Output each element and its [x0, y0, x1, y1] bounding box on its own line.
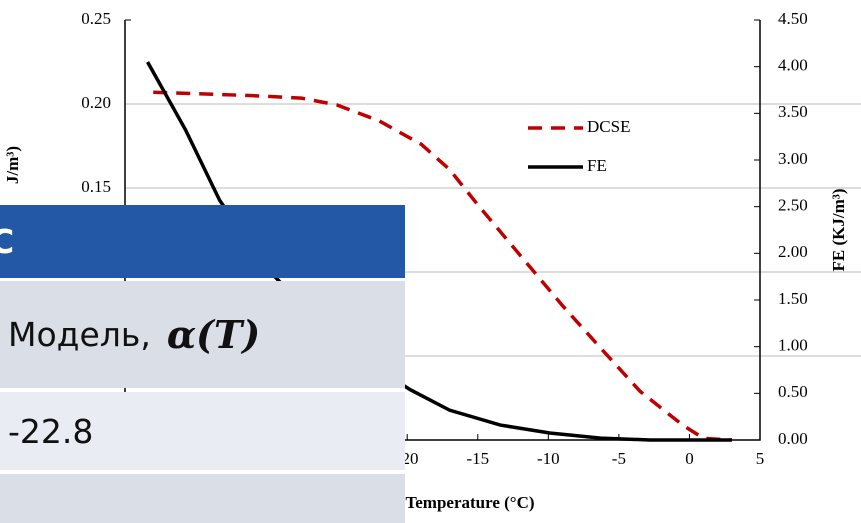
y2-axis-label: FE (KJ/m³)	[829, 189, 848, 272]
x-tick-label: 5	[756, 449, 765, 468]
x-tick-label: -15	[466, 449, 489, 468]
cell-text: Модель,	[8, 315, 151, 354]
y-tick-label: 0.20	[81, 93, 111, 112]
table-row: -22.8	[0, 392, 405, 470]
header-text: C	[0, 222, 15, 261]
y2-tick-label: 4.00	[778, 56, 808, 75]
y2-tick-label: 2.00	[778, 242, 808, 261]
y2-tick-label: 0.50	[778, 382, 808, 401]
table-header: C	[0, 205, 405, 278]
y2-tick-label: 1.00	[778, 336, 808, 355]
x-tick-label: 0	[685, 449, 694, 468]
table-row: Модель, α(T)	[0, 281, 405, 388]
x-tick-label: -5	[612, 449, 626, 468]
y2-tick-label: 2.50	[778, 196, 808, 215]
y-tick-label: 0.25	[81, 9, 111, 28]
y-axis-label: J/m³)	[3, 146, 22, 184]
cell-text: -22.8	[8, 411, 94, 451]
legend-label: FE	[587, 156, 607, 175]
line	[146, 61, 732, 442]
y2-tick-label: 3.00	[778, 149, 808, 168]
y-tick-label: 0.15	[81, 177, 111, 196]
line	[153, 90, 732, 442]
y2-tick-label: 0.00	[778, 429, 808, 448]
formula: α(T)	[166, 312, 261, 357]
table-row	[0, 474, 405, 523]
table-overlay: C Модель, α(T) -22.8	[0, 205, 405, 523]
y2-tick-label: 3.50	[778, 102, 808, 121]
y2-tick-label: 4.50	[778, 9, 808, 28]
x-axis-label: Temperature (°C)	[405, 493, 534, 512]
legend-label: DCSE	[587, 117, 630, 136]
y2-tick-label: 1.50	[778, 289, 808, 308]
x-tick-label: -10	[537, 449, 560, 468]
